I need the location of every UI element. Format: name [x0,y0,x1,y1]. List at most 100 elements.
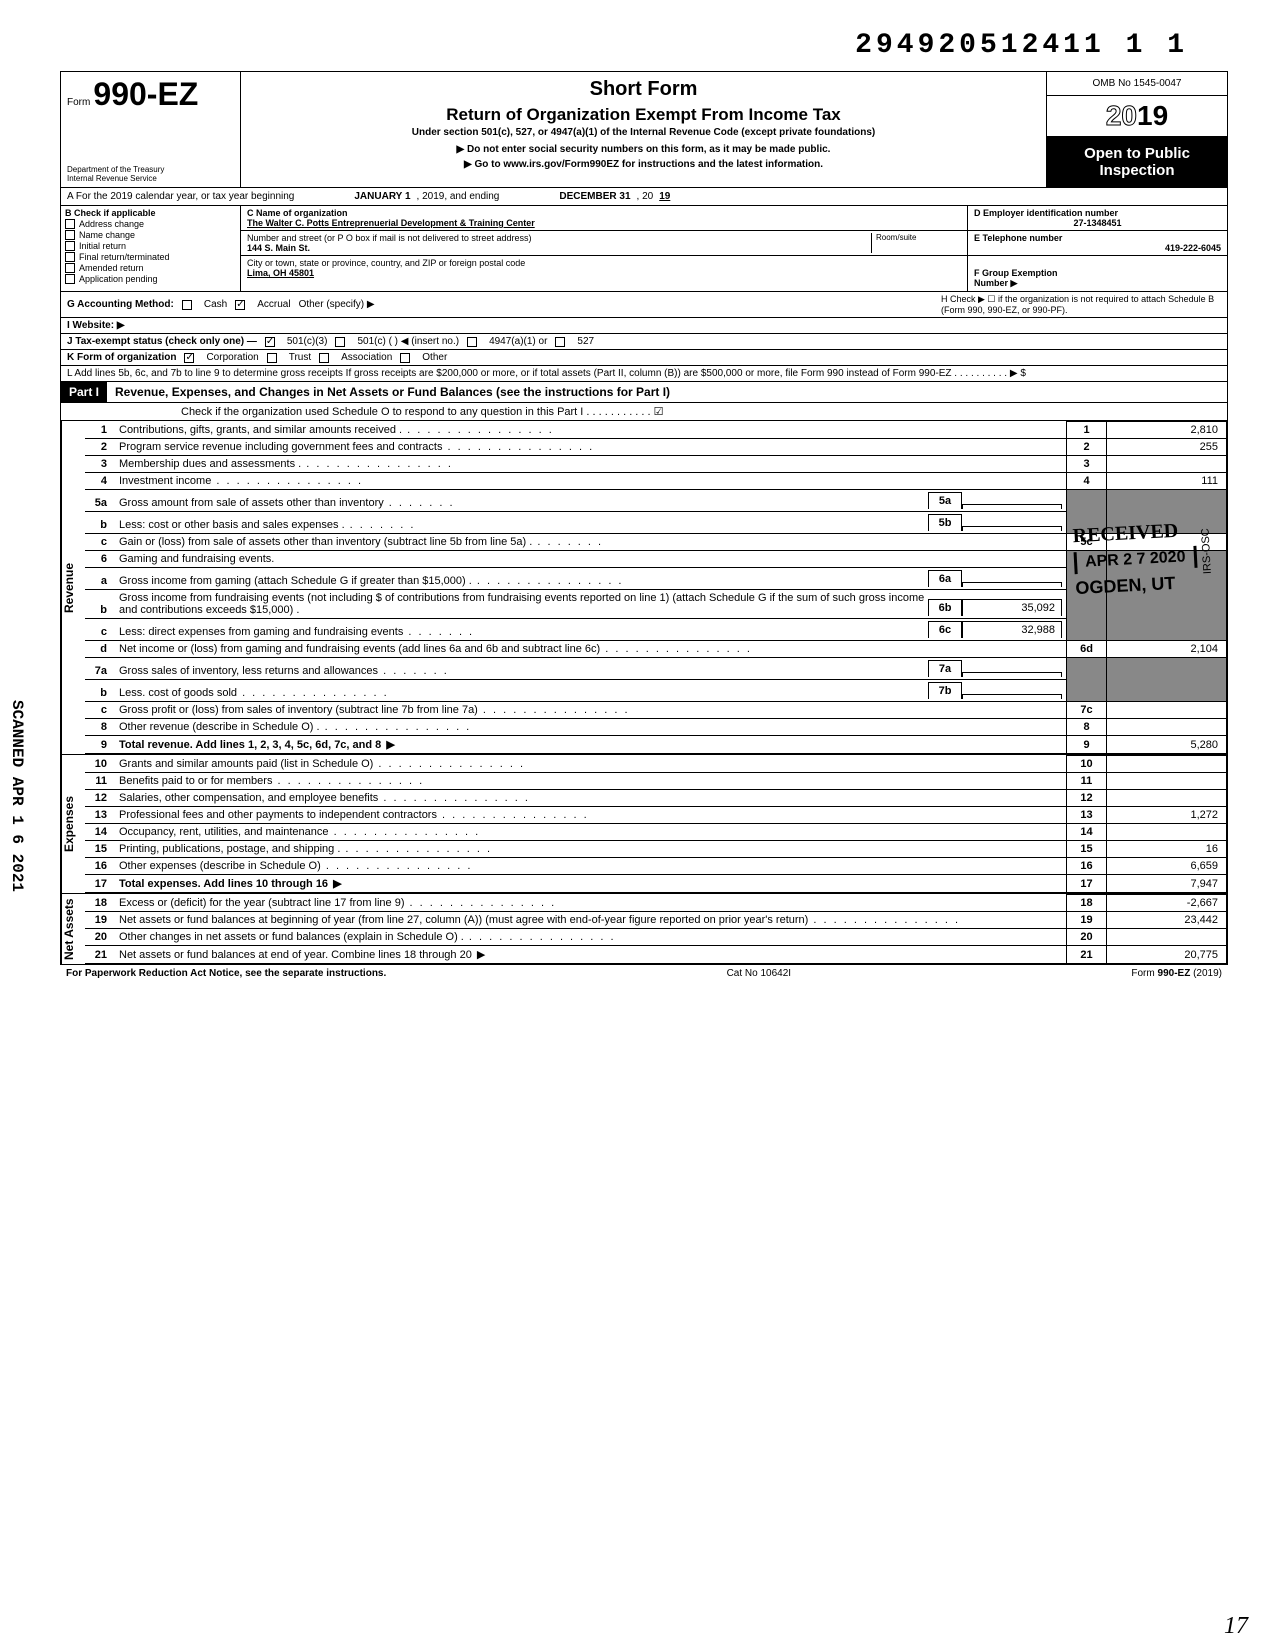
row-a-mid: , 2019, and ending [417,191,500,202]
h-text: H Check ▶ ☐ if the organization is not r… [941,294,1221,315]
e-label: E Telephone number [974,233,1062,243]
l-text: L Add lines 5b, 6c, and 7b to line 9 to … [67,368,1026,379]
col-b-checks: B Check if applicable Address change Nam… [61,206,241,291]
line-20-desc: Other changes in net assets or fund bala… [115,929,1067,946]
dept-treasury: Department of the Treasury Internal Reve… [67,165,234,183]
line-21-amt: 20,775 [1107,946,1227,964]
city-label: City or town, state or province, country… [247,258,961,268]
line-17-amt: 7,947 [1107,875,1227,893]
b-label: B Check if applicable [65,208,236,218]
line-15-amt: 16 [1107,841,1227,858]
part1-label: Part I [61,382,107,402]
header-center: Short Form Return of Organization Exempt… [241,72,1047,187]
net-assets-section: Net Assets 18Excess or (deficit) for the… [61,893,1227,964]
stamp-date: APR 2 7 2020 [1085,548,1186,571]
row-k: K Form of organization Corporation Trust… [61,350,1227,366]
ssn-note: ▶ Do not enter social security numbers o… [251,144,1036,155]
line-6a-desc: Gross income from gaming (attach Schedul… [119,575,928,587]
row-a-prefix: A For the 2019 calendar year, or tax yea… [67,191,294,202]
footer-form: Form 990-EZ (2019) [1131,968,1222,979]
stamp-received: RECEIVED [1073,519,1197,548]
line-4-amt: 111 [1107,473,1227,490]
row-a-suffix: , 20 [637,191,654,202]
line-2-amt: 255 [1107,439,1227,456]
chk-initial-return[interactable] [65,241,75,251]
room-suite-label: Room/suite [871,233,961,253]
chk-final-return[interactable] [65,252,75,262]
form-number: 990-EZ [93,76,198,112]
f-label: F Group Exemption Number ▶ [974,268,1058,288]
open-public-badge: Open to Public Inspection [1047,137,1227,187]
form-990ez: Form 990-EZ Department of the Treasury I… [60,71,1228,965]
section-b: B Check if applicable Address change Nam… [61,206,1227,292]
chk-cash[interactable] [182,300,192,310]
col-b-right: D Employer identification number 27-1348… [967,206,1227,291]
chk-assoc[interactable] [319,353,329,363]
form-prefix: Form [67,97,90,108]
line-5c-desc: Gain or (loss) from sale of assets other… [115,534,1067,551]
line-6d-desc: Net income or (loss) from gaming and fun… [115,641,1067,658]
chk-app-pending[interactable] [65,274,75,284]
line-19-desc: Net assets or fund balances at beginning… [115,912,1067,929]
org-address: 144 S. Main St. [247,243,871,253]
k-label: K Form of organization [67,352,176,363]
col-b-org-info: C Name of organization The Walter C. Pot… [241,206,967,291]
line-13-desc: Professional fees and other payments to … [115,807,1067,824]
tax-year: 2019 [1047,96,1227,137]
line-4-desc: Investment income [115,473,1067,490]
line-6b-desc: Gross income from fundraising events (no… [119,592,928,616]
line-3-amt [1107,456,1227,473]
line-9-desc: Total revenue. Add lines 1, 2, 3, 4, 5c,… [115,736,1067,754]
d-label: D Employer identification number [974,208,1118,218]
line-10-desc: Grants and similar amounts paid (list in… [115,756,1067,773]
line-1-amt: 2,810 [1107,422,1227,439]
revenue-section: Revenue 1Contributions, gifts, grants, a… [61,421,1227,754]
year-yy: 19 [659,191,670,202]
phone: 419-222-6045 [974,243,1221,253]
received-stamp-group: RECEIVED APR 2 7 2020 OGDEN, UT IRS-OSC [1073,519,1199,599]
form-header: Form 990-EZ Department of the Treasury I… [61,72,1227,188]
g-label: G Accounting Method: [67,299,174,310]
line-8-desc: Other revenue (describe in Schedule O) . [115,719,1067,736]
footer-cat-no: Cat No 10642I [727,968,792,979]
part1-title: Revenue, Expenses, and Changes in Net As… [107,385,670,399]
line-6c-desc: Less: direct expenses from gaming and fu… [119,626,928,638]
line-6d-amt: 2,104 [1107,641,1227,658]
under-section: Under section 501(c), 527, or 4947(a)(1)… [251,127,1036,138]
chk-501c3[interactable] [265,337,275,347]
row-l: L Add lines 5b, 6c, and 7b to line 9 to … [61,366,1227,382]
line-1-desc: Contributions, gifts, grants, and simila… [115,422,1067,439]
line-5a-desc: Gross amount from sale of assets other t… [119,497,928,509]
ein: 27-1348451 [974,218,1221,228]
chk-accrual[interactable] [235,300,245,310]
row-g-h: G Accounting Method: Cash Accrual Other … [61,292,1227,318]
line-16-amt: 6,659 [1107,858,1227,875]
line-15-desc: Printing, publications, postage, and shi… [115,841,1067,858]
line-18-desc: Excess or (deficit) for the year (subtra… [115,895,1067,912]
chk-4947[interactable] [467,337,477,347]
line-6-desc: Gaming and fundraising events. [115,551,1067,568]
form-subtitle: Return of Organization Exempt From Incom… [251,105,1036,125]
line-17-desc: Total expenses. Add lines 10 through 16 [115,875,1067,893]
net-assets-label: Net Assets [61,894,85,964]
org-city: Lima, OH 45801 [247,268,961,278]
i-label: I Website: ▶ [67,320,125,331]
chk-address-change[interactable] [65,219,75,229]
form-title: Short Form [251,78,1036,101]
chk-amended[interactable] [65,263,75,273]
footer-paperwork: For Paperwork Reduction Act Notice, see … [66,968,386,979]
year-end: DECEMBER 31 [559,191,630,202]
chk-name-change[interactable] [65,230,75,240]
chk-501c[interactable] [335,337,345,347]
part1-header: Part I Revenue, Expenses, and Changes in… [61,382,1227,403]
chk-527[interactable] [555,337,565,347]
header-left: Form 990-EZ Department of the Treasury I… [61,72,241,187]
chk-trust[interactable] [267,353,277,363]
revenue-label: Revenue [61,421,85,754]
chk-other[interactable] [400,353,410,363]
chk-corp[interactable] [184,353,194,363]
omb-number: OMB No 1545-0047 [1047,72,1227,96]
website-note: ▶ Go to www.irs.gov/Form990EZ for instru… [251,159,1036,170]
stamp-irs-osc: IRS-OSC [1199,528,1213,574]
part1-check-o: Check if the organization used Schedule … [61,403,1227,421]
